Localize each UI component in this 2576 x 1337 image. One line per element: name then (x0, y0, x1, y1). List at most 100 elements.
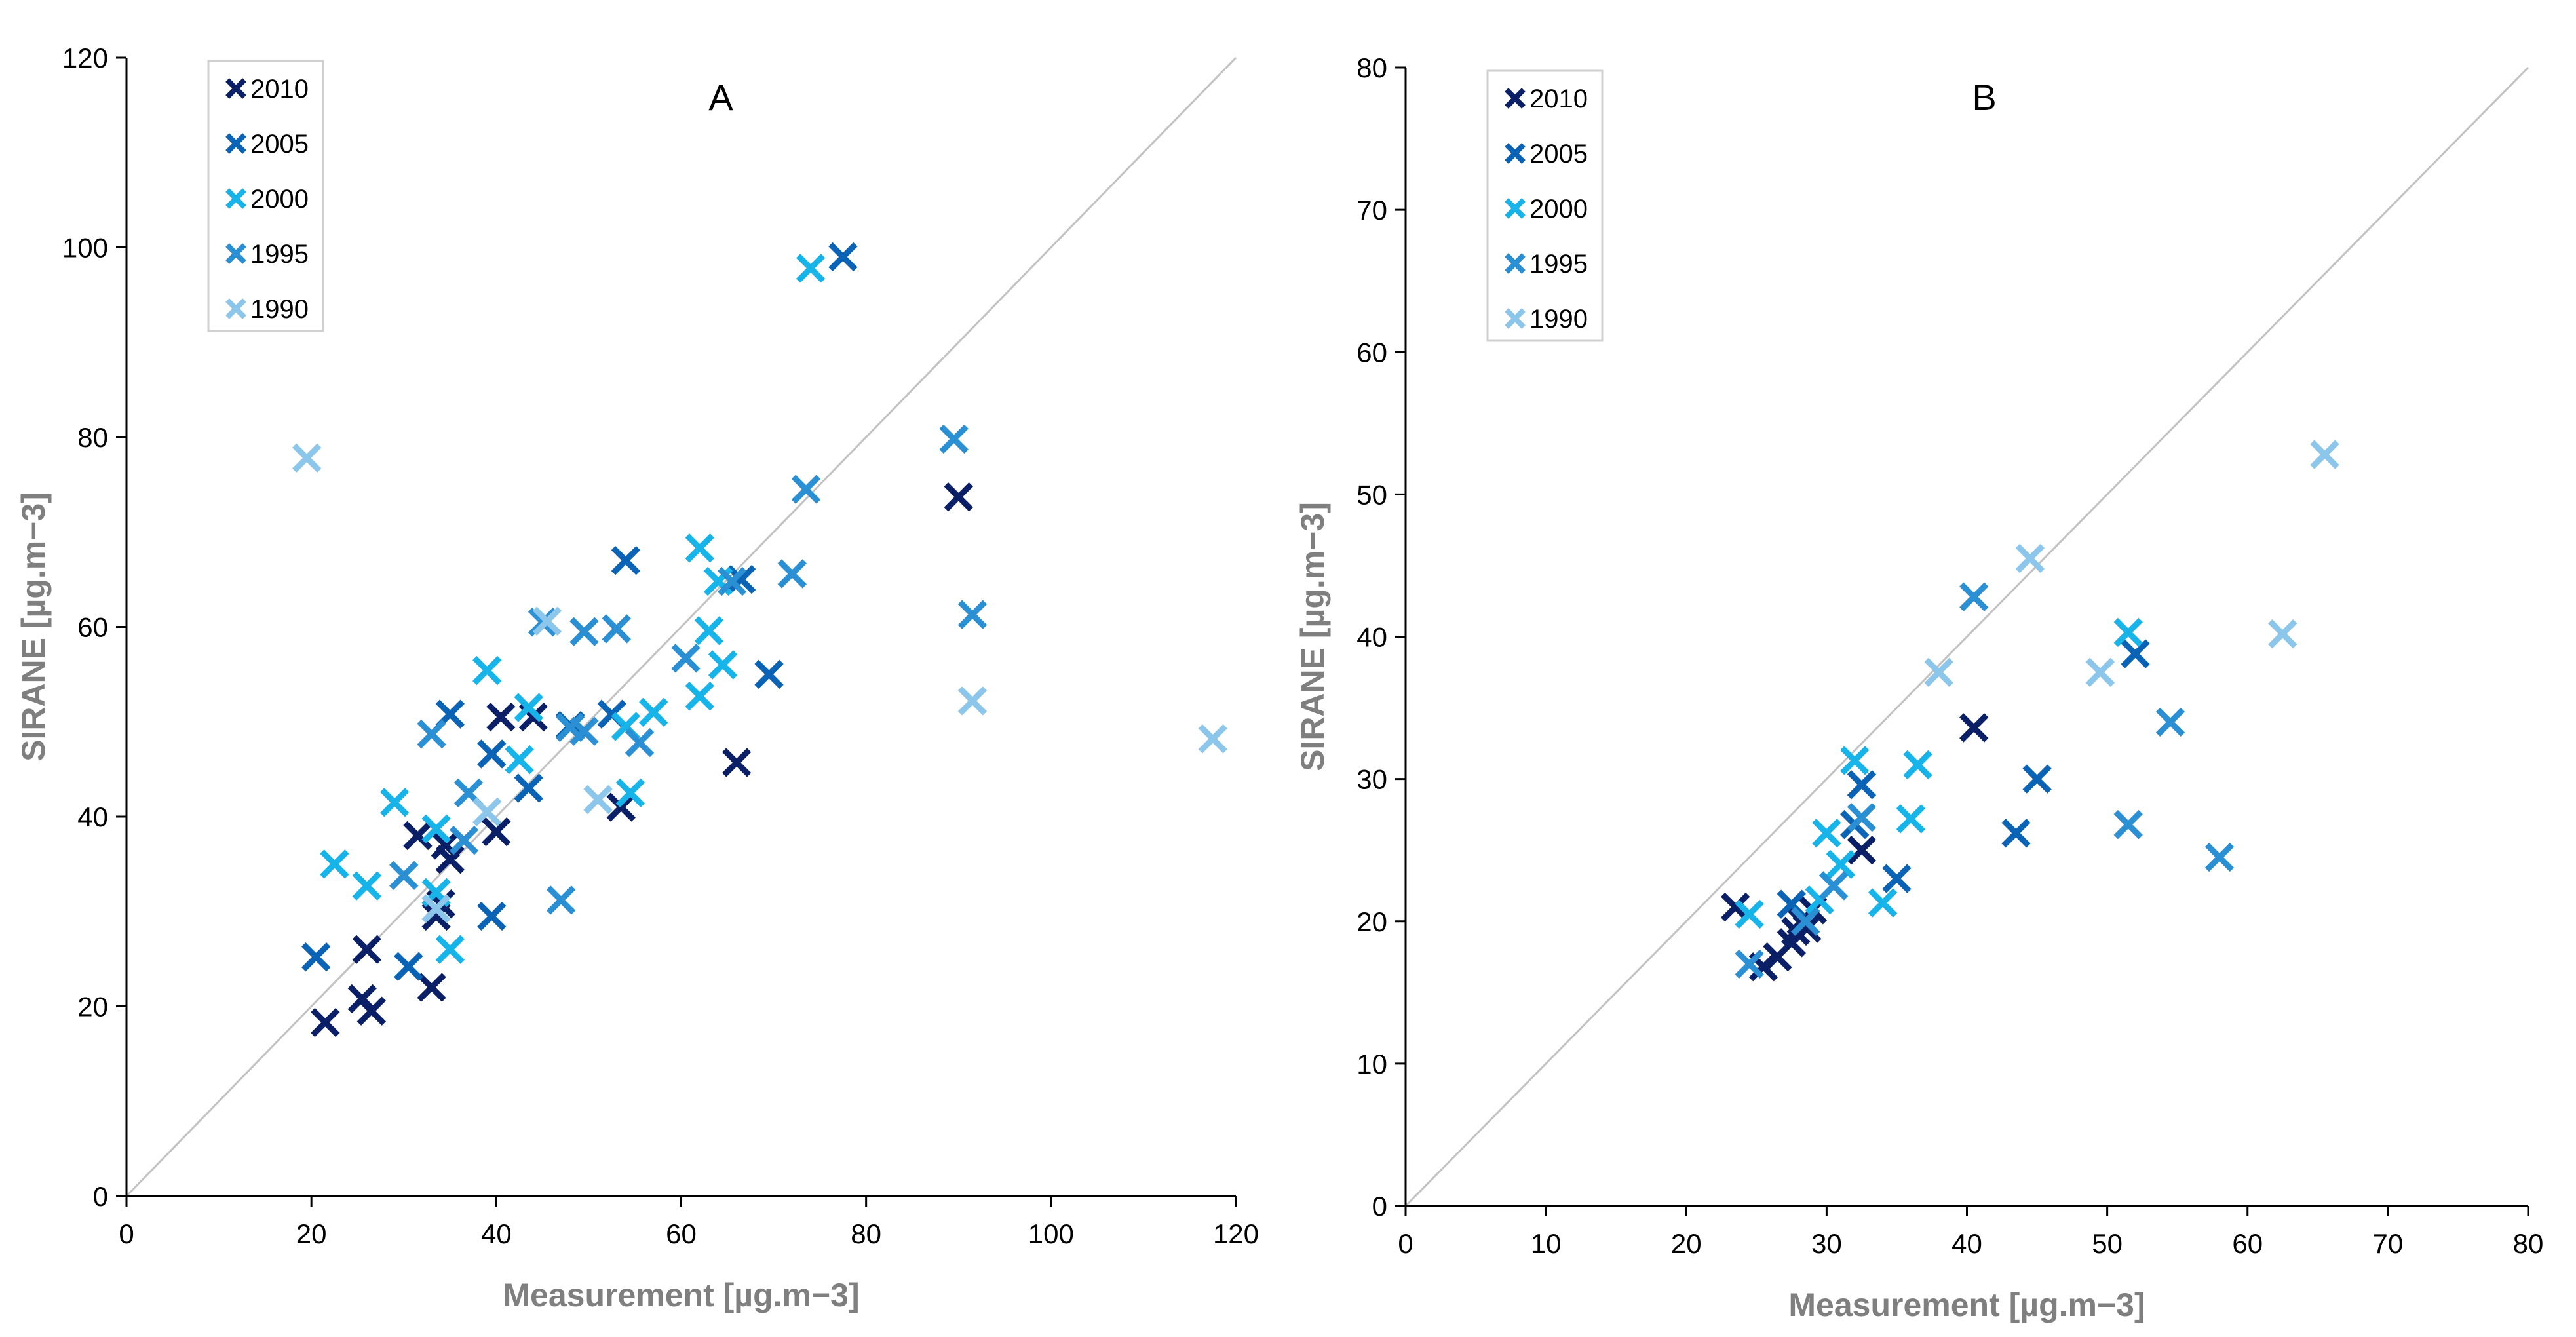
data-point-2005 (2022, 764, 2052, 794)
y-tick-label: 40 (77, 802, 108, 832)
data-point-2010 (1959, 713, 1989, 743)
legend-marker-1990 (225, 298, 246, 319)
data-point-2010 (606, 792, 636, 822)
data-point-2010 (944, 482, 973, 512)
data-point-stroke (602, 614, 631, 644)
data-point-1995 (1735, 949, 1764, 979)
legend-marker-stroke (225, 188, 246, 209)
data-point-2000 (685, 533, 714, 563)
data-point-stroke (1198, 724, 1227, 754)
data-point-stroke (1924, 657, 1953, 687)
data-point-stroke (694, 616, 724, 646)
data-point-2000 (1903, 750, 1932, 780)
data-point-stroke (685, 681, 714, 711)
data-point-2005 (301, 942, 331, 972)
data-point-1995 (2113, 809, 2143, 840)
y-tick-label: 50 (1356, 479, 1387, 510)
data-point-1995 (417, 719, 446, 749)
data-point-1990 (1198, 724, 1227, 754)
data-point-2005 (828, 242, 858, 272)
data-point-2000 (2113, 617, 2143, 648)
data-point-1995 (569, 617, 599, 646)
data-point-2000 (1826, 849, 1855, 880)
x-tick-label: 40 (1951, 1228, 1982, 1259)
data-point-stroke (320, 849, 349, 879)
data-point-1995 (625, 727, 655, 758)
data-point-stroke (472, 655, 502, 686)
data-point-stroke (685, 533, 714, 563)
data-point-stroke (532, 606, 562, 636)
data-point-stroke (514, 693, 543, 722)
data-point-stroke (472, 797, 502, 826)
y-tick-label: 100 (62, 233, 108, 263)
x-tick-label: 60 (2232, 1228, 2263, 1259)
y-tick-label: 120 (62, 43, 108, 73)
data-point-1995 (957, 600, 988, 629)
data-point-stroke (2085, 657, 2115, 687)
data-point-stroke (2113, 809, 2143, 840)
data-point-2000 (708, 650, 738, 680)
data-point-2005 (754, 659, 784, 689)
data-point-stroke (944, 482, 973, 512)
legend-marker-2005 (1505, 143, 1526, 164)
data-point-2000 (1868, 888, 1898, 918)
data-point-1990 (2015, 543, 2045, 573)
data-point-1995 (2155, 707, 2185, 737)
data-point-stroke (477, 901, 507, 931)
data-point-2010 (482, 817, 511, 847)
data-point-1995 (546, 885, 576, 915)
data-point-stroke (301, 942, 331, 972)
y-tick-label: 60 (1356, 337, 1387, 368)
data-point-2005 (727, 564, 756, 594)
data-point-2010 (435, 844, 465, 874)
legend-marker-1995 (225, 243, 246, 264)
legend-label: 1995 (1529, 250, 1588, 279)
data-point-stroke (453, 778, 484, 807)
data-point-stroke (939, 424, 969, 454)
legend-marker-2010 (1505, 88, 1526, 109)
data-point-1995 (602, 614, 631, 644)
legend-label: 2000 (250, 185, 309, 214)
data-point-stroke (431, 830, 460, 860)
data-point-stroke (477, 739, 507, 769)
chart-title: B (1972, 77, 1996, 118)
data-point-stroke (708, 650, 738, 680)
data-point-stroke (2155, 707, 2185, 737)
data-point-stroke (389, 861, 419, 890)
legend-marker-stroke (1505, 143, 1526, 164)
data-point-2000 (320, 849, 349, 879)
x-tick-label: 0 (119, 1218, 134, 1249)
data-point-stroke (292, 443, 322, 473)
data-point-stroke (569, 716, 599, 746)
y-tick-label: 10 (1356, 1049, 1387, 1079)
data-point-2010 (486, 702, 516, 732)
legend-label: 2005 (1529, 140, 1588, 168)
x-tick-label: 60 (666, 1218, 697, 1249)
data-point-stroke (352, 871, 381, 901)
data-point-stroke (1847, 803, 1877, 832)
data-point-1995 (389, 861, 419, 890)
data-point-2005 (477, 739, 507, 769)
data-point-1990 (532, 606, 562, 636)
data-point-2000 (796, 254, 826, 283)
data-point-2005 (2121, 639, 2150, 668)
data-point-stroke (417, 973, 446, 1002)
data-point-stroke (1840, 746, 1870, 775)
data-point-1995 (717, 566, 747, 596)
data-point-2000 (638, 697, 668, 727)
data-point-stroke (1847, 770, 1877, 800)
data-point-2005 (1847, 770, 1877, 800)
data-point-stroke (1735, 899, 1764, 929)
data-point-stroke (957, 686, 988, 716)
data-point-stroke (1959, 582, 1989, 611)
data-point-stroke (721, 748, 752, 777)
data-point-stroke (2121, 639, 2150, 668)
data-point-stroke (638, 697, 668, 727)
data-point-2010 (417, 973, 446, 1002)
data-point-2005 (394, 952, 423, 981)
legend-marker-2005 (225, 133, 246, 154)
data-point-stroke (2310, 440, 2339, 469)
data-point-2000 (1896, 804, 1926, 834)
data-point-stroke (957, 600, 988, 629)
data-point-1990 (2310, 440, 2339, 469)
